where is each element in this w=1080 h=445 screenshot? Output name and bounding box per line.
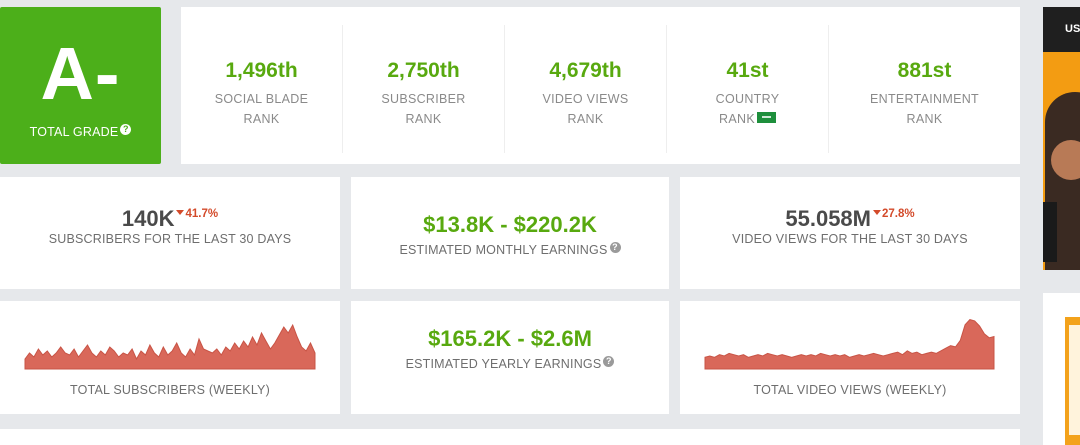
ad-microphone [1043, 202, 1057, 262]
rank-social-blade: 1,496th SOCIAL BLADE RANK [181, 25, 343, 153]
down-arrow-icon [176, 210, 185, 215]
views-30-days-value-row: 55.058M 27.8% [680, 206, 1020, 232]
yearly-earnings-label-row: ESTIMATED YEARLY EARNINGS? [351, 356, 669, 371]
side-ad-image[interactable] [1043, 52, 1080, 270]
monthly-earnings-label: ESTIMATED MONTHLY EARNINGS [399, 243, 608, 257]
monthly-earnings-card: $13.8K - $220.2K ESTIMATED MONTHLY EARNI… [351, 177, 669, 289]
sparkline-area [704, 319, 995, 370]
yearly-earnings-label: ESTIMATED YEARLY EARNINGS [405, 357, 602, 371]
side-ad-card[interactable] [1043, 293, 1080, 445]
rank-label-line1: SUBSCRIBER [381, 92, 466, 106]
views-weekly-label: TOTAL VIDEO VIEWS (WEEKLY) [753, 383, 947, 397]
subscribers-delta-text: 41.7% [185, 208, 219, 220]
rank-label-line1: ENTERTAINMENT [870, 92, 979, 106]
country-flag-icon[interactable] [756, 112, 776, 123]
yearly-earnings-card: $165.2K - $2.6M ESTIMATED YEARLY EARNING… [351, 301, 669, 414]
subscribers-30-days-value: 140K [121, 206, 175, 231]
rank-label-text: RANK [719, 112, 755, 126]
rank-value: 4,679th [549, 59, 622, 82]
next-section-card [0, 429, 1020, 445]
grade-letter: A- [40, 32, 121, 115]
rank-label-line1: VIDEO VIEWS [542, 92, 629, 106]
rank-value: 41st [726, 59, 769, 82]
side-ad-thumbnail [1065, 317, 1080, 445]
rank-entertainment: 881st ENTERTAINMENT RANK [829, 25, 1020, 153]
views-delta-text: 27.8% [882, 208, 915, 220]
total-grade-label: TOTAL GRADE? [0, 124, 161, 139]
sparkline-area [24, 323, 316, 370]
ad-person-face [1051, 140, 1080, 180]
rank-country: 41st COUNTRY RANK [667, 25, 829, 153]
subscribers-weekly-chart [24, 323, 316, 370]
question-icon[interactable]: ? [603, 356, 615, 367]
question-icon[interactable]: ? [120, 124, 132, 135]
rank-subscriber: 2,750th SUBSCRIBER RANK [343, 25, 505, 153]
yearly-earnings-value: $165.2K - $2.6M [428, 326, 592, 351]
total-grade-text: TOTAL GRADE [29, 125, 119, 139]
rank-value: 2,750th [387, 59, 460, 82]
subscribers-weekly-label: TOTAL SUBSCRIBERS (WEEKLY) [70, 383, 270, 397]
views-30-days-value: 55.058M [785, 206, 871, 231]
rank-value: 881st [897, 59, 952, 82]
total-grade-box: A- TOTAL GRADE? [0, 7, 161, 164]
rank-label-line2: RANK [906, 112, 943, 126]
rank-label-line1: SOCIAL BLADE [214, 92, 309, 106]
views-weekly-chart [704, 319, 995, 370]
rank-label-line1: COUNTRY [715, 92, 780, 106]
views-delta: 27.8% [873, 208, 915, 220]
ranks-card: 1,496th SOCIAL BLADE RANK 2,750th SUBSCR… [181, 7, 1020, 164]
subscribers-30-days-card: 140K 41.7% SUBSCRIBERS FOR THE LAST 30 DA… [0, 177, 340, 289]
views-30-days-label: VIDEO VIEWS FOR THE LAST 30 DAYS [732, 232, 968, 246]
monthly-earnings-label-row: ESTIMATED MONTHLY EARNINGS? [351, 242, 669, 257]
subscribers-weekly-chart-card: TOTAL SUBSCRIBERS (WEEKLY) [0, 301, 340, 414]
rank-value: 1,496th [225, 59, 298, 82]
rank-label-line2: RANK [243, 112, 280, 126]
views-weekly-chart-card: TOTAL VIDEO VIEWS (WEEKLY) [680, 301, 1020, 414]
rank-label-line2: RANK [567, 112, 604, 126]
down-arrow-icon [873, 210, 881, 215]
side-banner-text: US [1065, 23, 1080, 35]
rank-video-views: 4,679th VIDEO VIEWS RANK [505, 25, 667, 153]
rank-label-line2: RANK [667, 109, 828, 129]
rank-label-line2: RANK [405, 112, 442, 126]
monthly-earnings-value: $13.8K - $220.2K [423, 212, 597, 237]
question-icon[interactable]: ? [609, 242, 621, 253]
subscribers-30-days-label: SUBSCRIBERS FOR THE LAST 30 DAYS [48, 232, 292, 246]
subscribers-30-days-value-row: 140K 41.7% [0, 206, 340, 232]
subscribers-delta: 41.7% [176, 208, 218, 220]
views-30-days-card: 55.058M 27.8% VIDEO VIEWS FOR THE LAST 30… [680, 177, 1020, 289]
